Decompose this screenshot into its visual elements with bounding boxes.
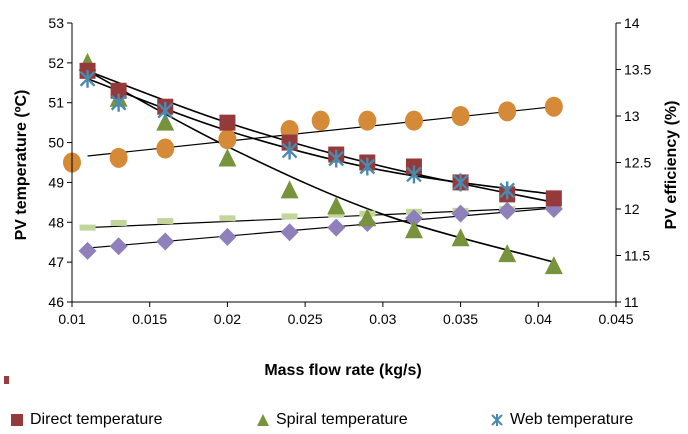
x-tick-label: 0.045 — [598, 311, 633, 327]
x-axis-title: Mass flow rate (kg/s) — [264, 362, 421, 379]
trendline — [87, 78, 554, 196]
square-point — [110, 82, 127, 99]
circle-point — [156, 138, 175, 159]
legend-label-web: Web temperature — [510, 411, 634, 428]
trendline — [87, 70, 554, 204]
axis-layer: 0.01 0.015 0.02 0.025 0.03 0.035 0.04 0.045 46 47… — [48, 15, 651, 327]
diamond-point — [498, 201, 517, 220]
asterisk-point — [157, 101, 174, 120]
square-marker-icon — [11, 414, 23, 426]
triangle-point — [156, 112, 175, 131]
x-tick-label: 0.015 — [132, 311, 167, 327]
diamond-point — [280, 223, 299, 242]
x-tick-label: 0.01 — [58, 311, 85, 327]
asterisk-point — [359, 157, 376, 176]
y-right-tick-label: 13.5 — [624, 62, 651, 78]
asterisk-point — [281, 141, 298, 160]
trendline — [87, 70, 555, 263]
dash-point — [219, 215, 236, 222]
asterisk-point — [79, 69, 96, 88]
dash-point — [157, 218, 174, 225]
dash-point — [110, 219, 127, 226]
diamond-point — [218, 227, 237, 246]
circle-point — [404, 110, 423, 131]
diamond-point — [156, 232, 175, 251]
diamond-point — [78, 241, 97, 260]
x-tick-label: 0.04 — [525, 311, 552, 327]
asterisk-point — [406, 165, 422, 184]
circle-point — [311, 110, 330, 131]
y-left-tick-label: 49 — [48, 174, 64, 190]
y-left-tick-label: 46 — [48, 294, 64, 310]
circle-point — [218, 129, 237, 150]
y-right-tick-label: 13 — [624, 108, 640, 124]
legend-label-direct: Direct temperature — [30, 411, 163, 428]
circle-point — [498, 101, 517, 122]
y-right-tick-label: 14 — [624, 15, 640, 31]
chart: 0.01 0.015 0.02 0.025 0.03 0.035 0.04 0.045 46 47… — [13, 15, 680, 379]
y-left-tick-label: 52 — [48, 55, 64, 71]
triangle-point — [327, 196, 346, 215]
triangle-point — [544, 256, 563, 275]
legend-label-spiral: Spiral temperature — [276, 411, 408, 428]
dash-point — [79, 224, 96, 231]
y-axis-left-title: PV temperature (ºC) — [13, 90, 30, 241]
x-tick-label: 0.02 — [214, 311, 241, 327]
y-right-tick-label: 11.5 — [624, 248, 650, 264]
x-tick-label: 0.03 — [369, 311, 396, 327]
asterisk-point — [110, 93, 127, 112]
legend-item-direct: Direct temperature — [10, 408, 163, 432]
triangle-point — [218, 148, 237, 167]
marker-layer — [63, 52, 563, 275]
diamond-point — [451, 204, 470, 223]
stray-mark — [4, 376, 9, 384]
dash-point — [328, 211, 345, 218]
asterisk-point — [328, 149, 345, 168]
asterisk-point — [452, 173, 469, 192]
diamond-point — [404, 209, 423, 228]
diamond-point — [109, 237, 128, 256]
y-axis-right-title: PV efficiency (%) — [663, 101, 680, 230]
dash-point — [281, 213, 298, 220]
asterisk-marker-icon — [491, 414, 503, 426]
triangle-point — [451, 228, 470, 247]
y-left-tick-label: 51 — [48, 95, 64, 111]
y-right-tick-label: 11 — [624, 294, 639, 310]
triangle-marker-icon — [257, 414, 269, 426]
y-right-tick-label: 12.5 — [624, 155, 651, 171]
triangle-point — [404, 220, 423, 239]
x-tick-label: 0.025 — [288, 311, 323, 327]
circle-point — [451, 106, 470, 126]
square-point — [545, 190, 562, 207]
circle-point — [109, 147, 128, 168]
circle-point — [358, 110, 377, 131]
asterisk-point — [499, 181, 516, 200]
triangle-point — [358, 208, 377, 227]
y-left-tick-label: 47 — [48, 254, 64, 270]
x-tick-label: 0.035 — [443, 311, 478, 327]
y-right-tick-label: 12 — [624, 201, 640, 217]
triangle-point — [498, 244, 517, 263]
y-left-tick-label: 48 — [48, 214, 64, 230]
y-left-tick-label: 53 — [48, 15, 64, 31]
legend-item-web: Web temperature — [490, 408, 633, 432]
triangle-point — [280, 180, 299, 199]
diamond-point — [327, 218, 346, 237]
square-point — [219, 114, 236, 131]
circle-point — [544, 96, 563, 117]
y-left-tick-label: 50 — [48, 135, 64, 151]
trendline — [87, 206, 554, 229]
legend-item-spiral: Spiral temperature — [256, 408, 408, 432]
legend: Direct temperature Spiral temperature We… — [0, 408, 688, 432]
